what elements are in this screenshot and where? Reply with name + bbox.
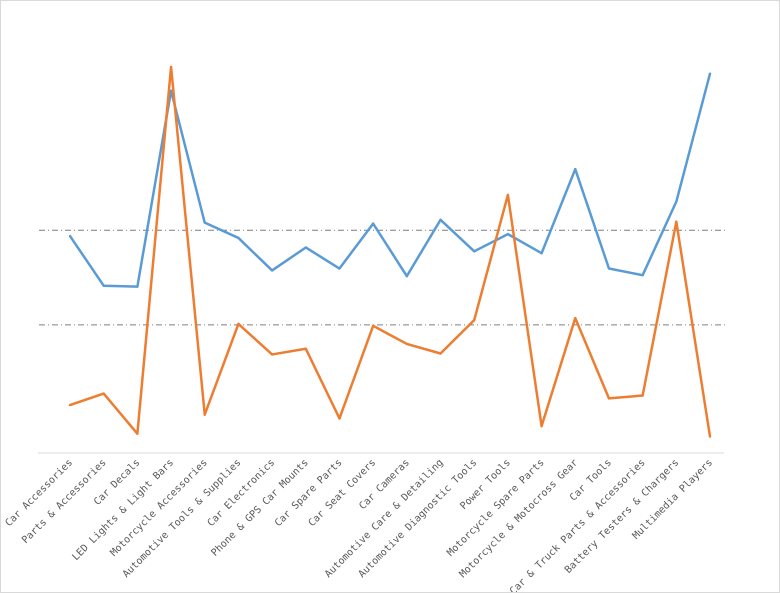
series-1	[68, 72, 712, 288]
series-2-point	[102, 392, 105, 395]
series-1-point	[439, 218, 442, 221]
series-2-point	[439, 352, 442, 355]
series-1-point	[641, 273, 644, 277]
series-1-point	[338, 267, 341, 270]
series-1-point	[574, 167, 577, 171]
series-1-point	[607, 267, 611, 270]
series-2-point	[607, 397, 611, 400]
reference-lines	[39, 229, 725, 326]
series-1-line	[68, 73, 712, 288]
series-1-point	[203, 221, 206, 224]
series-1-point	[675, 200, 678, 203]
series-2-point	[473, 318, 476, 322]
series-lines	[68, 65, 712, 438]
series-1-point	[169, 89, 173, 93]
series-2	[68, 65, 712, 438]
series-2-point	[675, 220, 678, 223]
series-1-point	[136, 285, 139, 288]
series-2-point	[136, 432, 139, 435]
series-1-point	[708, 72, 712, 75]
series-2-point	[708, 435, 712, 438]
series-1-point	[102, 284, 105, 287]
series-2-point	[338, 417, 341, 420]
series-1-point	[540, 252, 543, 255]
series-2-point	[203, 413, 206, 416]
series-2-point	[371, 324, 375, 328]
series-1-point	[405, 274, 409, 278]
series-2-point	[506, 193, 510, 197]
series-1-point	[371, 222, 375, 225]
series-2-point	[270, 353, 274, 356]
series-2-point	[574, 316, 577, 320]
series-2-point	[169, 65, 173, 69]
series-2-line	[69, 65, 712, 437]
series-1-point	[473, 250, 476, 253]
series-2-point	[540, 424, 543, 428]
series-2-point	[405, 342, 409, 346]
series-1-point	[237, 236, 240, 240]
series-1-point	[506, 232, 510, 236]
series-2-point	[68, 403, 72, 407]
series-1-point	[304, 246, 307, 249]
series-2-point	[237, 322, 240, 326]
series-1-point	[270, 269, 274, 272]
x-tick-label: Automotive Tools & Supplies	[121, 457, 244, 580]
x-tick-label: Motorcycle & Motocross Gear	[458, 457, 581, 580]
x-tick-label: Automotive Care & Detailing	[323, 457, 446, 580]
series-2-point	[304, 347, 307, 350]
x-tick-label: Automotive Diagnostic Tools	[357, 457, 480, 580]
series-1-point	[68, 234, 72, 238]
series-2-point	[641, 394, 644, 397]
